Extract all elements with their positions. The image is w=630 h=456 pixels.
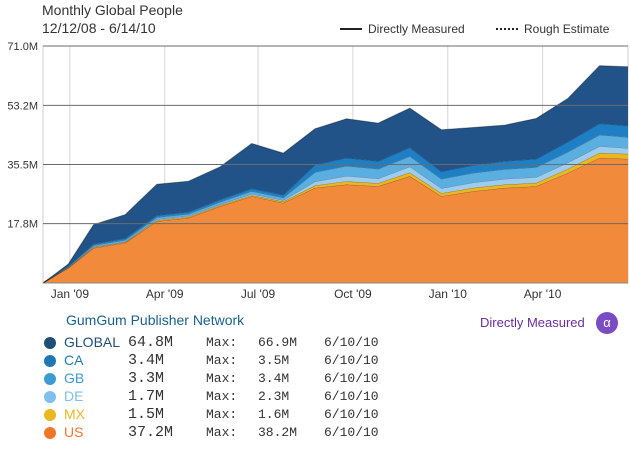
x-tick-label: Apr '10	[524, 287, 562, 301]
dotted-line-icon	[496, 28, 518, 30]
date-range: 12/12/08 - 6/14/10	[42, 20, 156, 36]
stats-max-label: Max:	[206, 424, 238, 440]
stats-country-name: MX	[64, 406, 85, 422]
y-tick-label: 35.5M	[7, 160, 38, 172]
legend-rough-estimate: Rough Estimate	[496, 22, 609, 36]
stats-country-cell: DE	[44, 387, 128, 405]
y-tick-label: 53.2M	[7, 100, 38, 112]
network-name: GumGum Publisher Network	[66, 312, 245, 328]
stats-row-ca[interactable]: CA 3.4M Max: 3.5M 6/10/10	[44, 351, 379, 369]
legend-dotted-label: Rough Estimate	[524, 22, 610, 36]
stats-row-us[interactable]: US 37.2M Max: 38.2M 6/10/10	[44, 423, 379, 441]
stats-max-label: Max:	[206, 352, 238, 368]
stats-max-value: 1.6M	[258, 406, 290, 422]
series-dot-icon	[44, 337, 56, 350]
x-tick-label: Apr '09	[146, 287, 184, 301]
y-tick-label: 71.0M	[7, 41, 38, 53]
stats-date: 6/10/10	[324, 352, 379, 368]
stats-country-cell: CA	[44, 351, 128, 369]
x-tick-label: Jul '09	[241, 287, 276, 301]
stats-max-value: 38.2M	[258, 424, 298, 440]
stats-country-cell: GLOBAL	[44, 333, 128, 351]
stats-max-label: Max:	[206, 406, 238, 422]
legend-solid-label: Directly Measured	[368, 22, 465, 36]
stats-date: 6/10/10	[324, 388, 379, 404]
stats-current-value: 3.4M	[128, 351, 165, 369]
series-dot-icon	[44, 355, 56, 368]
chart-title: Monthly Global People	[42, 2, 183, 18]
mode-label[interactable]: Directly Measured	[480, 315, 585, 330]
stats-max-label: Max:	[206, 334, 238, 350]
stats-current-value: 1.5M	[128, 405, 165, 423]
series-dot-icon	[44, 409, 56, 422]
x-tick-label: Jan '10	[429, 287, 468, 301]
stats-country-name: GB	[64, 370, 85, 386]
stats-country-name: GLOBAL	[64, 334, 121, 350]
area-series-us[interactable]	[43, 157, 628, 283]
stats-country-cell: US	[44, 423, 128, 441]
alpha-icon[interactable]: α	[596, 312, 618, 334]
stats-row-mx[interactable]: MX 1.5M Max: 1.6M 6/10/10	[44, 405, 379, 423]
area-series-gb[interactable]	[43, 134, 628, 283]
stats-date: 6/10/10	[324, 370, 379, 386]
x-tick-label: Oct '09	[334, 287, 372, 301]
stats-country-cell: GB	[44, 369, 128, 387]
solid-line-icon	[340, 28, 362, 30]
series-dot-icon	[44, 427, 56, 440]
stats-row-de[interactable]: DE 1.7M Max: 2.3M 6/10/10	[44, 387, 379, 405]
stats-max-value: 3.4M	[258, 370, 290, 386]
stats-date: 6/10/10	[324, 424, 379, 440]
stats-row-gb[interactable]: GB 3.3M Max: 3.4M 6/10/10	[44, 369, 379, 387]
stats-max-label: Max:	[206, 388, 238, 404]
stats-table: GLOBAL 64.8M Max: 66.9M 6/10/10 CA 3.4M Max: 3.5…	[44, 333, 379, 441]
stats-country-name: US	[64, 424, 84, 440]
stats-current-value: 64.8M	[128, 333, 174, 351]
stats-current-value: 3.3M	[128, 369, 165, 387]
stats-max-value: 66.9M	[258, 334, 298, 350]
series-dot-icon	[44, 373, 56, 386]
stats-max-label: Max:	[206, 370, 238, 386]
y-tick-label: 17.8M	[7, 219, 38, 231]
stats-date: 6/10/10	[324, 406, 379, 422]
stats-current-value: 37.2M	[128, 423, 174, 441]
series-dot-icon	[44, 391, 56, 404]
stats-country-name: DE	[64, 388, 84, 404]
stats-current-value: 1.7M	[128, 387, 165, 405]
x-tick-label: Jan '09	[51, 287, 90, 301]
series-line-global	[42, 65, 629, 284]
stats-country-cell: MX	[44, 405, 128, 423]
stats-max-value: 2.3M	[258, 388, 290, 404]
area-chart[interactable]: Jan '09 Apr '09 Jul '09 Oct '09 Jan '10 Apr '…	[0, 0, 630, 310]
stats-country-name: CA	[64, 352, 84, 368]
stats-max-value: 3.5M	[258, 352, 290, 368]
stats-row-global[interactable]: GLOBAL 64.8M Max: 66.9M 6/10/10	[44, 333, 379, 351]
stats-date: 6/10/10	[324, 334, 379, 350]
legend-directly-measured: Directly Measured	[340, 22, 465, 36]
